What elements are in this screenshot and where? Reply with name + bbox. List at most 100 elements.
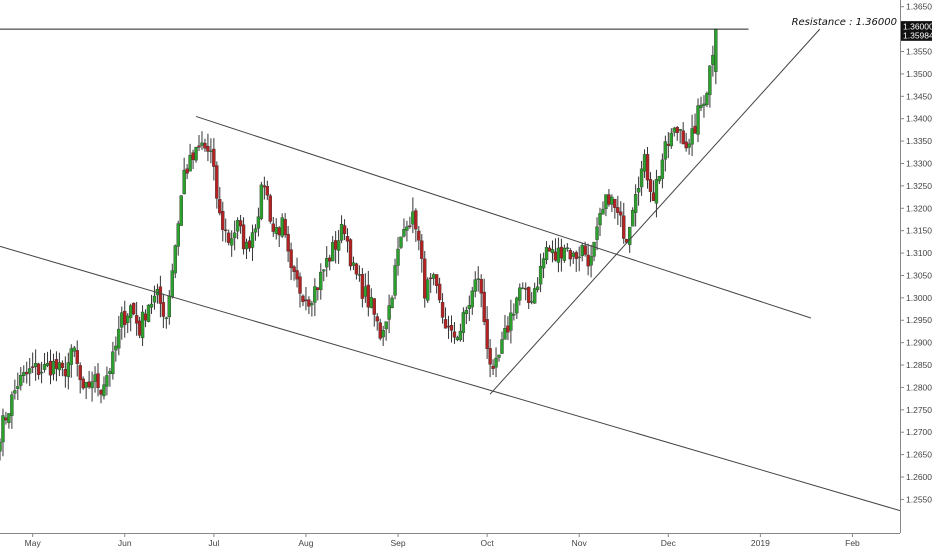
candle-body: [93, 374, 97, 382]
candle-body: [229, 238, 234, 246]
candle-body: [378, 322, 382, 339]
x-tick-label: Dec: [661, 538, 677, 548]
candle-body: [63, 369, 68, 377]
candle-body: [164, 317, 169, 319]
candle-body: [146, 304, 151, 322]
candle-body: [696, 105, 700, 135]
candle-body: [396, 248, 400, 266]
candle-body: [598, 213, 602, 226]
candle-body: [535, 286, 540, 290]
candle-body: [200, 142, 204, 146]
candle-body: [191, 152, 195, 161]
candle-body: [22, 372, 26, 376]
candle-body: [488, 348, 492, 365]
x-tick-label: Sep: [390, 538, 405, 548]
y-tick-label: 1.27500: [906, 405, 932, 415]
candle-body: [714, 28, 718, 72]
candle-body: [467, 305, 472, 309]
candle-body: [209, 150, 213, 152]
x-tick-label: Oct: [481, 538, 495, 548]
candle-body: [348, 239, 353, 267]
candle-body: [316, 287, 320, 291]
resistance-annotation: Resistance : 1.36000: [792, 17, 897, 28]
candle-body: [461, 312, 466, 333]
candle-body: [622, 215, 626, 239]
candle-body: [256, 216, 261, 229]
candle-body: [120, 312, 124, 328]
candle-body: [265, 186, 270, 196]
candle-body: [286, 234, 290, 252]
candle-body: [108, 371, 112, 374]
candle-body: [470, 290, 474, 308]
candle-body: [607, 194, 611, 205]
candle-body: [117, 328, 121, 349]
candle-body: [81, 378, 85, 389]
candle-body: [99, 389, 103, 395]
candle-body: [574, 252, 578, 259]
candle-body: [75, 350, 79, 364]
candle-body: [500, 339, 504, 354]
candle-body: [503, 328, 507, 340]
candle-body: [102, 384, 106, 397]
candle-body: [238, 220, 243, 227]
candle-body: [423, 258, 427, 299]
candle-body: [244, 241, 249, 250]
candle-body: [434, 274, 439, 286]
candle-body: [672, 127, 676, 133]
candle-body: [693, 125, 697, 134]
candle-body: [185, 168, 189, 174]
y-tick-label: 1.34500: [906, 91, 932, 101]
candle-body: [553, 251, 558, 261]
candle-body: [384, 321, 388, 330]
candle-body: [322, 269, 326, 272]
candle-body: [527, 286, 531, 303]
candle-body: [197, 145, 201, 148]
candle-body: [45, 363, 50, 366]
candle-body: [152, 295, 157, 303]
candle-body: [455, 337, 460, 341]
candle-body: [114, 345, 118, 351]
candle-body: [541, 258, 546, 269]
candle-body: [657, 175, 662, 182]
candle-body: [524, 288, 528, 290]
candle-body: [262, 185, 267, 188]
candle-body: [616, 207, 620, 213]
candle-body: [619, 211, 623, 216]
candle-body: [179, 195, 183, 226]
candle-body: [57, 362, 62, 371]
trendlines-group: [0, 28, 901, 512]
candle-body: [482, 291, 486, 323]
candle-body: [636, 188, 641, 193]
candle-body: [372, 298, 376, 315]
candle-body: [328, 257, 332, 262]
candle-body: [628, 226, 632, 245]
candle-body: [13, 390, 17, 394]
candle-body: [630, 209, 635, 227]
candle-body: [259, 184, 264, 219]
candle-body: [212, 148, 216, 167]
candle-body: [666, 143, 671, 146]
candle-body: [360, 273, 365, 299]
candle-body: [16, 386, 20, 389]
y-tick-label: 1.26000: [906, 472, 932, 482]
candle-body: [556, 247, 561, 263]
candle-body: [580, 245, 584, 257]
candle-body: [126, 315, 130, 323]
y-tick-label: 1.32000: [906, 203, 932, 213]
y-tick-label: 1.29500: [906, 315, 932, 325]
rising-support-line: [489, 28, 821, 395]
candle-body: [137, 320, 142, 336]
y-tick-label: 1.36500: [906, 2, 932, 12]
x-tick-label: Aug: [298, 538, 313, 548]
candle-body: [414, 210, 418, 230]
candle-body: [491, 365, 495, 369]
candle-body: [105, 375, 109, 387]
candle-body: [417, 230, 421, 241]
candle-body: [705, 92, 709, 105]
candle-body: [639, 168, 644, 188]
candle-body: [595, 226, 599, 240]
x-tick-label: 2019: [751, 538, 770, 548]
candle-body: [295, 270, 299, 280]
candle-body: [274, 227, 278, 234]
candle-body: [96, 373, 100, 389]
